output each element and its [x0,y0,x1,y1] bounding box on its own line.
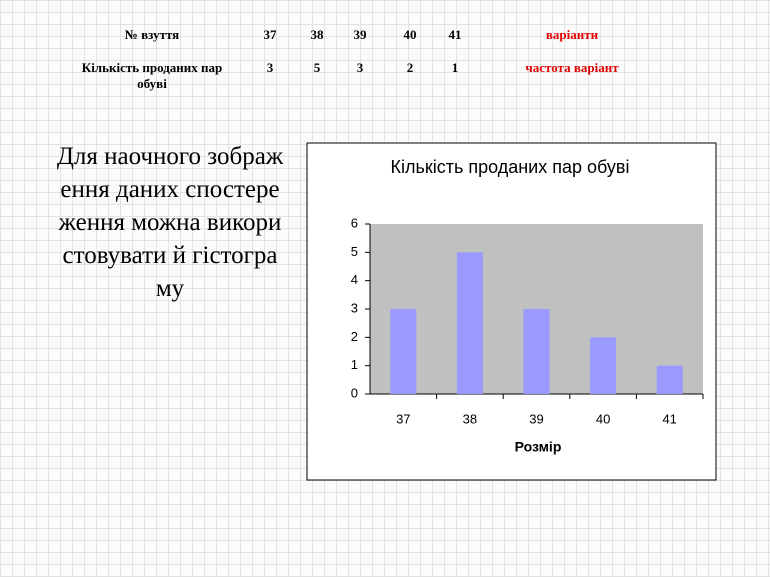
bar [590,337,617,394]
table-cell: частота варіант [525,60,619,75]
y-tick-label: 5 [351,244,358,259]
y-tick-label: 0 [351,385,358,400]
table-cell: № взуття [124,27,180,42]
body-text: Для наочного зображення даних спостереже… [56,143,284,302]
y-tick-label: 1 [351,357,358,372]
x-tick-label: 39 [529,411,543,426]
table-cell: варіанти [545,27,599,42]
x-tick-label: 37 [396,411,410,426]
bar [390,309,417,394]
table-cell: Кількість проданих пар обуві [81,60,223,91]
table-cell: 1 [451,60,459,75]
chart-title: Кількість проданих пар обуві [390,157,629,177]
table-cell: 37 [263,27,277,42]
table-cell: 3 [356,60,364,75]
bar [523,309,550,394]
y-tick-label: 4 [351,272,358,287]
y-tick-label: 2 [351,329,358,344]
table-cell: 5 [313,60,321,75]
table-cell: 3 [266,60,274,75]
bar [656,365,683,394]
table-cell: 40 [403,27,417,42]
x-tick-label: 38 [463,411,477,426]
table-cell: 38 [310,27,324,42]
x-axis-label: Розмір [515,439,562,455]
x-tick-label: 41 [662,411,676,426]
table-cell: 2 [406,60,414,75]
table-cell: 39 [353,27,367,42]
y-tick-label: 6 [351,215,358,230]
bar [456,252,483,394]
table-cell: 41 [448,27,462,42]
x-tick-label: 40 [596,411,610,426]
y-tick-label: 3 [351,300,358,315]
